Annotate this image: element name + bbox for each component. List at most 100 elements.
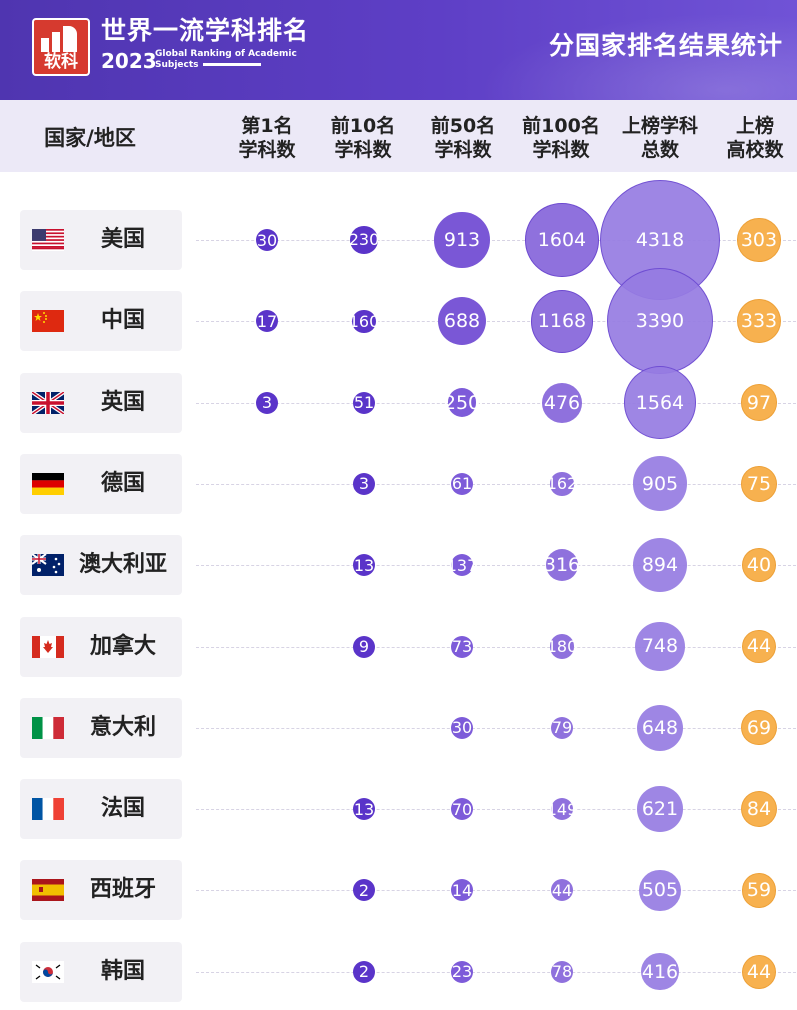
country-row-label: 法国 (20, 779, 182, 840)
row-guide-line (196, 240, 796, 241)
bubble-top10: 230 (349, 226, 379, 254)
bubble-top50: 30 (451, 716, 473, 739)
column-header-top10: 前10名 学科数 (330, 115, 396, 161)
bubble-top10: 13 (353, 798, 375, 821)
country-name: 中国 (100, 308, 145, 334)
bubble-total-subjects: 505 (639, 869, 681, 911)
bubble-top50: 73 (451, 635, 473, 658)
logo-text: 软科 (44, 52, 78, 72)
country-row-label: 德国 (20, 453, 182, 514)
brand-subtitle-line2: Subjects (155, 60, 297, 71)
row-guide-line (196, 727, 796, 729)
kr-flag-icon (32, 960, 64, 983)
bubble-top10: 13 (353, 554, 375, 577)
bubble-top10: 160 (349, 309, 379, 333)
es-flag-icon (32, 879, 64, 902)
bubble-universities: 75 (741, 466, 777, 502)
bubble-universities: 303 (737, 218, 781, 262)
bubble-total-subjects: 3390 (606, 268, 714, 375)
bubble-top50: 14 (451, 879, 473, 902)
column-header-universities: 上榜 高校数 (726, 115, 784, 161)
bubble-total-subjects: 905 (632, 456, 688, 512)
bubble-top50: 688 (438, 297, 486, 346)
header-decoration (437, 0, 797, 100)
row-guide-line (196, 646, 796, 648)
country-name: 韩国 (100, 958, 145, 984)
bubble-top100: 162 (547, 472, 577, 496)
bubble-total-subjects: 648 (636, 704, 684, 752)
bubble-top10: 2 (353, 879, 375, 902)
uk-flag-icon (32, 391, 64, 414)
country-name: 英国 (100, 389, 145, 415)
bubble-total-subjects: 416 (641, 953, 679, 991)
bubble-total-subjects: 1564 (623, 366, 697, 439)
bubble-top50: 137 (446, 554, 478, 577)
bubble-top50: 61 (451, 472, 473, 495)
country-row-label: 澳大利亚 (20, 535, 182, 596)
brand-subtitle: Global Ranking of Academic Subjects (155, 49, 297, 71)
column-header-total-subjects: 上榜学科 总数 (621, 115, 698, 161)
country-row-label: 中国 (20, 291, 182, 352)
bubble-top10: 9 (353, 635, 375, 658)
country-row-label: 西班牙 (20, 860, 182, 921)
brand-subtitle-line1: Global Ranking of Academic (155, 49, 297, 59)
country-name: 德国 (100, 470, 145, 496)
country-row-label: 韩国 (20, 941, 182, 1002)
header-banner: 软科 世界一流学科排名 2023 Global Ranking of Acade… (0, 0, 797, 100)
bubble-top1: 3 (256, 391, 278, 414)
brand-year: 2023 (101, 49, 157, 73)
us-flag-icon (32, 229, 64, 251)
bubble-top100: 1168 (530, 290, 594, 353)
bubble-universities: 97 (740, 384, 778, 421)
bubble-universities: 44 (742, 954, 776, 989)
country-name: 法国 (100, 796, 145, 822)
bubble-top100: 476 (542, 382, 582, 423)
bubble-top10: 51 (353, 391, 375, 414)
bubble-top100: 79 (551, 716, 573, 739)
country-name: 意大利 (89, 714, 156, 740)
bubble-top100: 149 (546, 797, 578, 821)
ca-flag-icon (32, 635, 64, 658)
bubble-top50: 913 (434, 212, 490, 268)
row-guide-line (196, 809, 796, 811)
bubble-top100: 1604 (525, 203, 599, 277)
row-guide-line (196, 402, 796, 404)
bubble-universities: 59 (741, 873, 777, 908)
column-header-bar (0, 100, 797, 172)
row-guide-line (196, 565, 796, 567)
bubble-top1: 30 (256, 229, 278, 251)
column-header-top50: 前50名 学科数 (430, 115, 496, 161)
country-name: 加拿大 (89, 633, 156, 659)
bubble-universities: 40 (742, 548, 776, 582)
bubble-top50: 23 (451, 960, 473, 983)
column-header-top100: 前100名 学科数 (522, 115, 600, 161)
country-row-label: 英国 (20, 372, 182, 433)
row-guide-line (196, 890, 796, 892)
bubble-total-subjects: 748 (635, 621, 685, 672)
brand-title: 世界一流学科排名 (101, 16, 310, 45)
bubble-universities: 44 (742, 629, 776, 664)
de-flag-icon (32, 472, 64, 495)
row-guide-line (196, 483, 796, 485)
country-name: 西班牙 (89, 877, 156, 903)
country-row-label: 美国 (20, 210, 182, 270)
column-header-top1: 第1名 学科数 (238, 115, 296, 161)
bubble-total-subjects: 894 (632, 537, 688, 593)
bubble-total-subjects: 621 (637, 786, 683, 832)
country-name: 美国 (100, 227, 145, 252)
bubble-top100: 316 (544, 548, 580, 582)
column-header-country: 国家/地区 (44, 126, 136, 150)
bubble-top100: 44 (551, 879, 573, 902)
au-flag-icon (32, 554, 64, 577)
row-guide-line (196, 971, 796, 973)
bubble-top100: 78 (551, 960, 573, 983)
country-row-label: 加拿大 (20, 616, 182, 677)
bubble-top100: 180 (547, 634, 577, 659)
bubble-top1: 17 (256, 310, 278, 333)
logo-bars-icon (41, 26, 81, 52)
bubble-top10: 3 (353, 472, 375, 495)
bubble-universities: 333 (737, 299, 781, 344)
page-title: 分国家排名结果统计 (548, 31, 783, 60)
row-guide-line (196, 321, 796, 323)
